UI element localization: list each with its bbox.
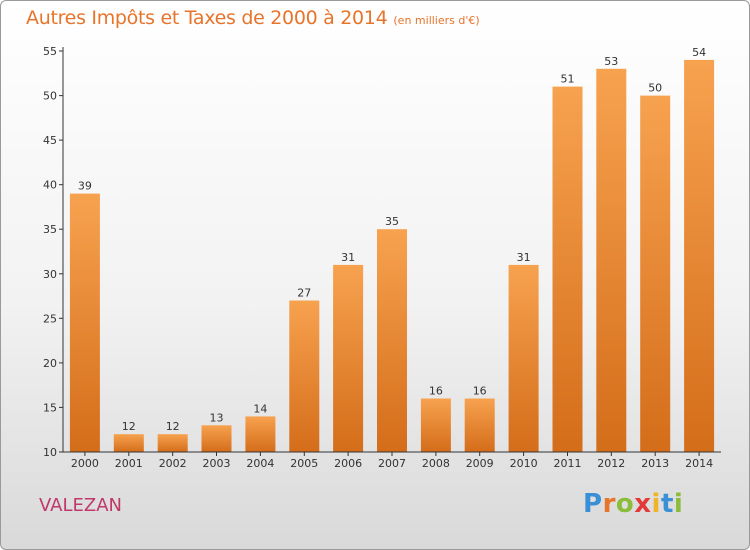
x-tick-label: 2011 [554,457,582,470]
value-label-group: 39 12 12 13 14 27 31 35 16 16 31 51 53 50 54 [78,46,706,433]
chart-title: Autres Impôts et Taxes de 2000 à 2014 (en… [26,7,480,29]
proxiti-logo: Proxiti [583,489,683,519]
value-label-2014: 54 [692,46,706,59]
x-tick-label: 2004 [246,457,274,470]
value-label-2002: 12 [166,420,180,433]
x-tick-label: 2008 [422,457,450,470]
y-tick-label: 40 [43,179,57,192]
logo-letter: t [660,489,674,519]
bar-2003 [201,425,232,452]
y-tick-label: 30 [43,268,57,281]
bar-2007 [377,229,407,452]
bar-2000 [69,193,100,452]
commune-name: VALEZAN [39,495,122,516]
bar-group [69,59,715,453]
value-label-2012: 53 [604,55,618,68]
logo-letter: x [634,489,652,519]
x-tick-label: 2012 [597,457,625,470]
value-label-2000: 39 [78,180,92,193]
y-tick-group: 10 15 20 25 30 35 40 45 50 55 [43,45,63,459]
bar-2004 [245,416,276,452]
x-tick-label: 2006 [334,457,362,470]
y-tick-label: 25 [43,312,57,325]
x-tick-label: 2003 [203,457,231,470]
bar-2013 [640,95,671,452]
x-tick-label: 2009 [466,457,494,470]
value-label-2007: 35 [385,215,399,228]
bar-2010 [508,264,539,452]
value-label-2013: 50 [648,82,662,95]
bar-2006 [333,264,364,452]
x-tick-label: 2001 [115,457,143,470]
logo-letter: r [602,489,616,519]
bar-2005 [289,300,320,452]
value-label-2003: 13 [210,411,224,424]
value-label-2008: 16 [429,385,443,398]
value-label-2011: 51 [561,73,575,86]
bar-2009 [464,398,495,452]
value-label-2001: 12 [122,420,136,433]
value-label-2006: 31 [341,251,355,264]
bar-2014 [684,59,715,453]
value-label-2005: 27 [297,287,311,300]
x-tick-label: 2007 [378,457,406,470]
y-tick-label: 55 [43,45,57,58]
x-tick-label: 2000 [71,457,99,470]
y-tick-label: 20 [43,357,57,370]
logo-letter: i [673,489,684,519]
y-tick-label: 15 [43,401,57,414]
x-tick-label: 2010 [510,457,538,470]
y-tick-label: 50 [43,90,57,103]
bar-2001 [113,434,144,452]
bar-2002 [157,434,188,452]
x-tick-label: 2002 [159,457,187,470]
bar-2012 [596,68,627,453]
x-tick-label: 2013 [641,457,669,470]
bar-2008 [420,398,451,452]
value-label-2004: 14 [253,402,267,415]
logo-letter: o [615,489,635,519]
logo-letter: P [583,489,603,519]
bar-2011 [552,86,583,452]
logo-letter: i [651,489,661,519]
x-tick-label: 2014 [685,457,713,470]
chart-title-text: Autres Impôts et Taxes de 2000 à 2014 [26,7,388,29]
y-tick-label: 45 [43,134,57,147]
value-label-2010: 31 [517,251,531,264]
y-tick-label: 35 [43,223,57,236]
value-label-2009: 16 [473,385,487,398]
x-tick-label: 2005 [290,457,318,470]
x-tick-group: 2000 2001 2002 2003 2004 2005 2006 2007 2008 2009… [71,452,713,470]
y-tick-label: 10 [43,446,57,459]
chart-subtitle: (en milliers d'€) [393,14,480,27]
